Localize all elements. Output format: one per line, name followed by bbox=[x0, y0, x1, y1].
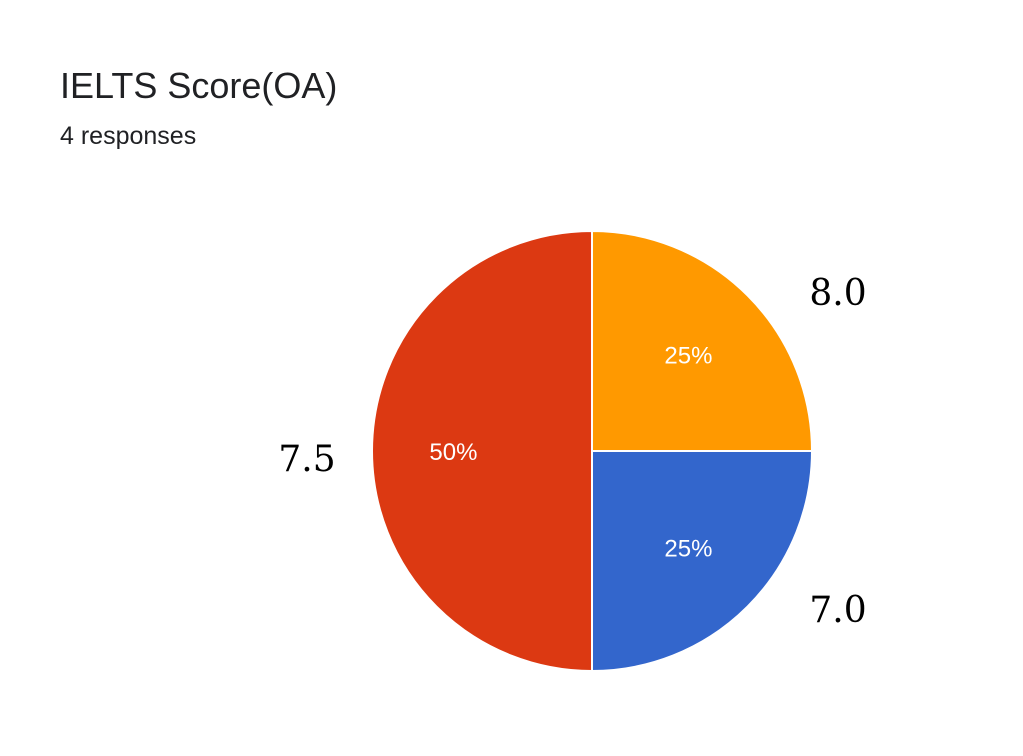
pie-slice-8-0[interactable] bbox=[591, 229, 814, 452]
chart-title: IELTS Score(OA) bbox=[60, 65, 338, 106]
slice-category-label: 7.0 bbox=[809, 590, 866, 631]
response-count: 4 responses bbox=[60, 122, 197, 150]
slice-category-label: 7.5 bbox=[278, 439, 335, 480]
pie-slice-7-5[interactable] bbox=[371, 229, 593, 673]
slice-category-label: 8.0 bbox=[809, 273, 866, 314]
pie-slice-7-0[interactable] bbox=[591, 450, 814, 673]
slice-percent-label: 25% bbox=[664, 343, 712, 370]
slice-percent-label: 25% bbox=[664, 535, 712, 562]
slice-percent-label: 50% bbox=[429, 439, 477, 466]
